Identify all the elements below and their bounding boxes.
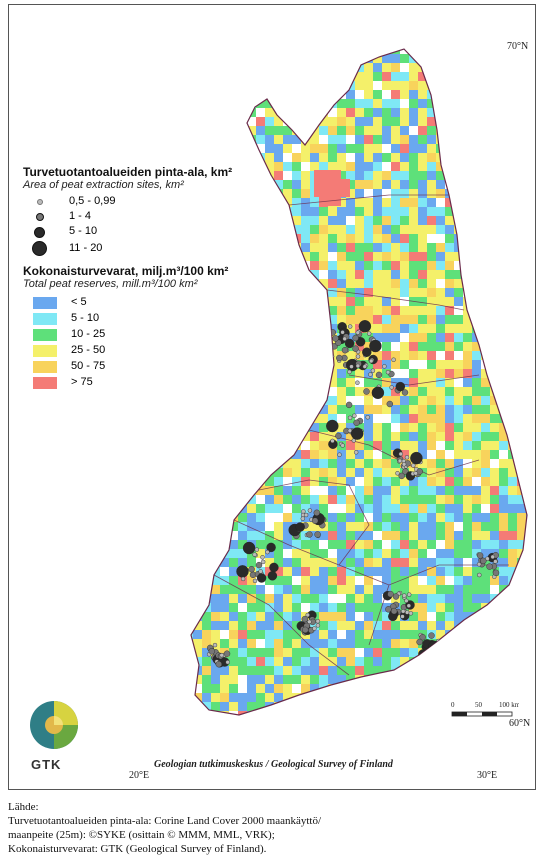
finland-map [9, 5, 535, 789]
sites-class-row: 1 - 4 [23, 210, 283, 225]
lon-label-left: 20°E [129, 770, 150, 781]
sites-class-row: 5 - 10 [23, 225, 283, 240]
reserves-swatch [33, 361, 57, 373]
reserves-class-label: 25 - 50 [71, 344, 106, 356]
source-heading: Lähde: [8, 801, 39, 813]
source-line-2: maanpeite (25m): ©SYKE (osittain © MMM, … [8, 829, 275, 841]
map-frame: 70°N 60°N 20°E 30°E Turvetuotantoalueide… [8, 4, 536, 790]
sites-legend-title: Turvetuotantoalueiden pinta-ala, km² [23, 165, 233, 179]
reserves-class-row: 50 - 75 [23, 360, 283, 376]
gtk-logo-text: GTK [31, 757, 62, 772]
reserves-class-label: 5 - 10 [71, 312, 100, 324]
sites-class-row: 11 - 20 [23, 240, 283, 258]
sites-class-label: 11 - 20 [69, 242, 103, 254]
reserves-swatch [33, 297, 57, 309]
lat-label-top: 70°N [507, 41, 529, 52]
reserves-class-row: > 75 [23, 376, 283, 392]
reserves-class-row: 5 - 10 [23, 312, 283, 328]
reserves-legend-subtitle: Total peat reserves, mill.m³/100 km² [23, 278, 198, 290]
dot-size-1 [37, 199, 43, 205]
reserves-classes: < 5 5 - 10 10 - 25 25 - 50 50 - 75 > 75 [23, 296, 283, 392]
reserves-class-label: 50 - 75 [71, 360, 106, 372]
dot-size-2 [36, 213, 44, 221]
scale-tick-50: 50 [475, 701, 483, 709]
sites-class-row: 0,5 - 0,99 [23, 195, 283, 210]
organization-name: Geologian tutkimuskeskus / Geological Su… [154, 759, 393, 770]
reserves-class-label: 10 - 25 [71, 328, 106, 340]
reserves-class-row: < 5 [23, 296, 283, 312]
reserves-class-label: < 5 [71, 296, 87, 308]
reserves-class-row: 25 - 50 [23, 344, 283, 360]
scale-tick-0: 0 [451, 701, 455, 709]
sites-class-label: 1 - 4 [69, 210, 92, 222]
reserves-swatch [33, 345, 57, 357]
gtk-logo-icon [30, 701, 78, 749]
legend: Turvetuotantoalueiden pinta-ala, km² Are… [23, 165, 283, 392]
reserves-swatch [33, 329, 57, 341]
reserves-swatch [33, 313, 57, 325]
lat-label-bottom: 60°N [509, 718, 531, 729]
source-notes: Lähde: Turvetuotantoalueiden pinta-ala: … [8, 800, 321, 856]
sites-legend-subtitle: Area of peat extraction sites, km² [23, 179, 184, 191]
source-line-3: Kokonaisturvevarat: GTK (Geological Surv… [8, 843, 267, 855]
scale-bar: 0 50 100 km [451, 701, 519, 717]
lon-label-right: 30°E [477, 770, 498, 781]
dot-size-3 [34, 227, 45, 238]
sites-class-label: 0,5 - 0,99 [69, 195, 116, 207]
reserves-class-label: > 75 [71, 376, 93, 388]
source-line-1: Turvetuotantoalueiden pinta-ala: Corine … [8, 815, 322, 827]
dot-size-4 [32, 241, 47, 256]
scale-tick-100: 100 km [499, 701, 519, 709]
reserves-class-row: 10 - 25 [23, 328, 283, 344]
reserves-legend-title: Kokonaisturvevarat, milj.m³/100 km² [23, 264, 229, 278]
sites-class-label: 5 - 10 [69, 225, 98, 237]
reserves-swatch [33, 377, 57, 389]
